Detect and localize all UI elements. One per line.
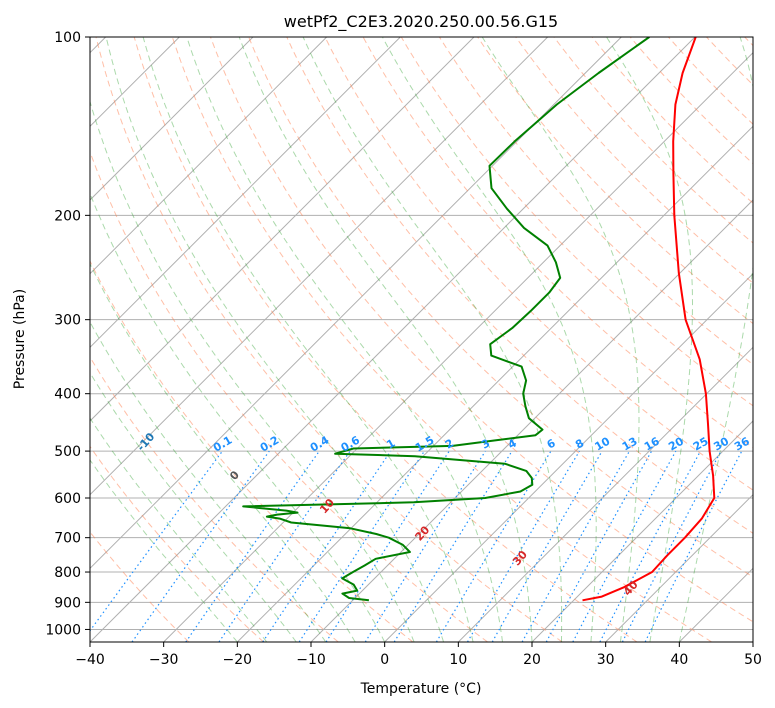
moist-adiabat <box>142 37 474 642</box>
isotherm-line <box>531 420 753 642</box>
dry-adiabat <box>90 150 488 642</box>
dry-adiabat <box>770 24 775 642</box>
dry-adiabat <box>133 37 638 642</box>
dry-adiabat-label: -20 <box>63 413 86 437</box>
temperature-line <box>582 37 716 602</box>
moist-adiabat <box>90 321 327 642</box>
mixing-ratio-line <box>599 450 702 642</box>
dry-adiabat <box>95 37 563 642</box>
mixing-ratio-line <box>325 450 450 642</box>
x-tick-label: −10 <box>296 652 326 668</box>
mixing-ratio-line <box>364 450 486 642</box>
isotherm-line <box>90 37 549 496</box>
y-tick-label: 200 <box>54 208 81 224</box>
y-tick-label: 600 <box>54 491 81 507</box>
mixing-ratio-line <box>262 450 392 642</box>
dry-adiabat <box>90 445 264 642</box>
isotherm-line <box>236 125 753 642</box>
y-tick-label: 700 <box>54 531 81 547</box>
isotherm-line <box>90 37 475 422</box>
series-layer <box>242 37 716 602</box>
mixing-ratio-line <box>185 450 320 642</box>
isotherm-line <box>90 37 696 642</box>
dry-adiabat-label: -30 <box>0 373 5 397</box>
moist-adiabat <box>606 37 693 642</box>
isotherm-line <box>90 37 328 275</box>
isotherm-line <box>90 37 401 349</box>
x-axis-title: Temperature (°C) <box>360 681 482 697</box>
moist-adiabat <box>238 37 533 642</box>
mixing-ratio-line <box>218 450 351 642</box>
mixing-ratio-line <box>466 450 580 642</box>
moist-adiabat <box>90 262 356 642</box>
grid-layer <box>90 37 753 642</box>
isotherm-line <box>163 51 753 642</box>
dry-adiabat <box>171 37 712 642</box>
moist-adiabat <box>90 371 297 642</box>
mixing-ratio-line <box>572 450 677 642</box>
moist-adiabat <box>381 37 597 642</box>
x-tick-label: 10 <box>449 652 467 668</box>
isotherm-line <box>752 641 753 642</box>
dry-adiabat <box>209 37 753 623</box>
dry-adiabat <box>248 37 753 578</box>
dry-adiabat <box>324 37 753 491</box>
mixing-ratio-line <box>298 450 425 642</box>
y-tick-label: 900 <box>54 595 81 611</box>
chart-title: wetPf2_C2E3.2020.250.00.56.G15 <box>284 12 558 32</box>
dewpoint-line <box>242 37 650 602</box>
y-tick-label: 800 <box>54 565 81 581</box>
moist-adiabat <box>302 37 563 642</box>
y-tick-label: 1000 <box>45 622 81 638</box>
x-tick-label: −20 <box>223 652 253 668</box>
y-tick-label: 400 <box>54 387 81 403</box>
dry-adiabat <box>438 37 753 366</box>
moist-adiabat <box>186 37 503 642</box>
x-tick-label: 30 <box>597 652 615 668</box>
moist-adiabat <box>678 37 753 642</box>
isotherm-line <box>90 37 622 570</box>
isotherm-line <box>90 37 254 201</box>
x-tick-label: 50 <box>744 652 762 668</box>
plot-frame <box>89 36 754 643</box>
isotherm-line <box>384 272 753 642</box>
background-lines <box>90 24 775 642</box>
x-tick-label: −40 <box>75 652 105 668</box>
dry-adiabat <box>362 37 753 449</box>
dry-adiabat <box>400 37 753 407</box>
x-tick-label: 0 <box>380 652 389 668</box>
mixing-ratio-line <box>435 450 552 642</box>
x-tick-label: 20 <box>523 652 541 668</box>
moist-adiabat <box>90 99 415 642</box>
y-tick-label: 500 <box>54 444 81 460</box>
x-tick-label: −30 <box>149 652 179 668</box>
plot-area <box>90 37 753 642</box>
y-axis-title: Pressure (hPa) <box>12 289 28 389</box>
moist-adiabat <box>90 459 238 642</box>
y-tick-label: 300 <box>54 313 81 329</box>
isotherm-line <box>605 493 753 642</box>
moist-adiabat <box>481 37 640 642</box>
x-axis: −40 −30 −20 −10 0 10 20 30 40 50 <box>75 642 762 668</box>
y-axis: 100 200 300 400 500 600 700 800 900 1000 <box>45 30 90 638</box>
moist-adiabat <box>90 192 386 642</box>
dry-adiabat <box>90 259 414 642</box>
x-tick-label: 40 <box>670 652 688 668</box>
moist-adiabat <box>105 37 445 642</box>
y-tick-label: 100 <box>54 30 81 46</box>
dry-adiabat <box>286 37 753 534</box>
mixing-ratio-line <box>393 450 513 642</box>
moist-adiabat <box>90 417 268 642</box>
isotherm-line <box>457 346 753 642</box>
